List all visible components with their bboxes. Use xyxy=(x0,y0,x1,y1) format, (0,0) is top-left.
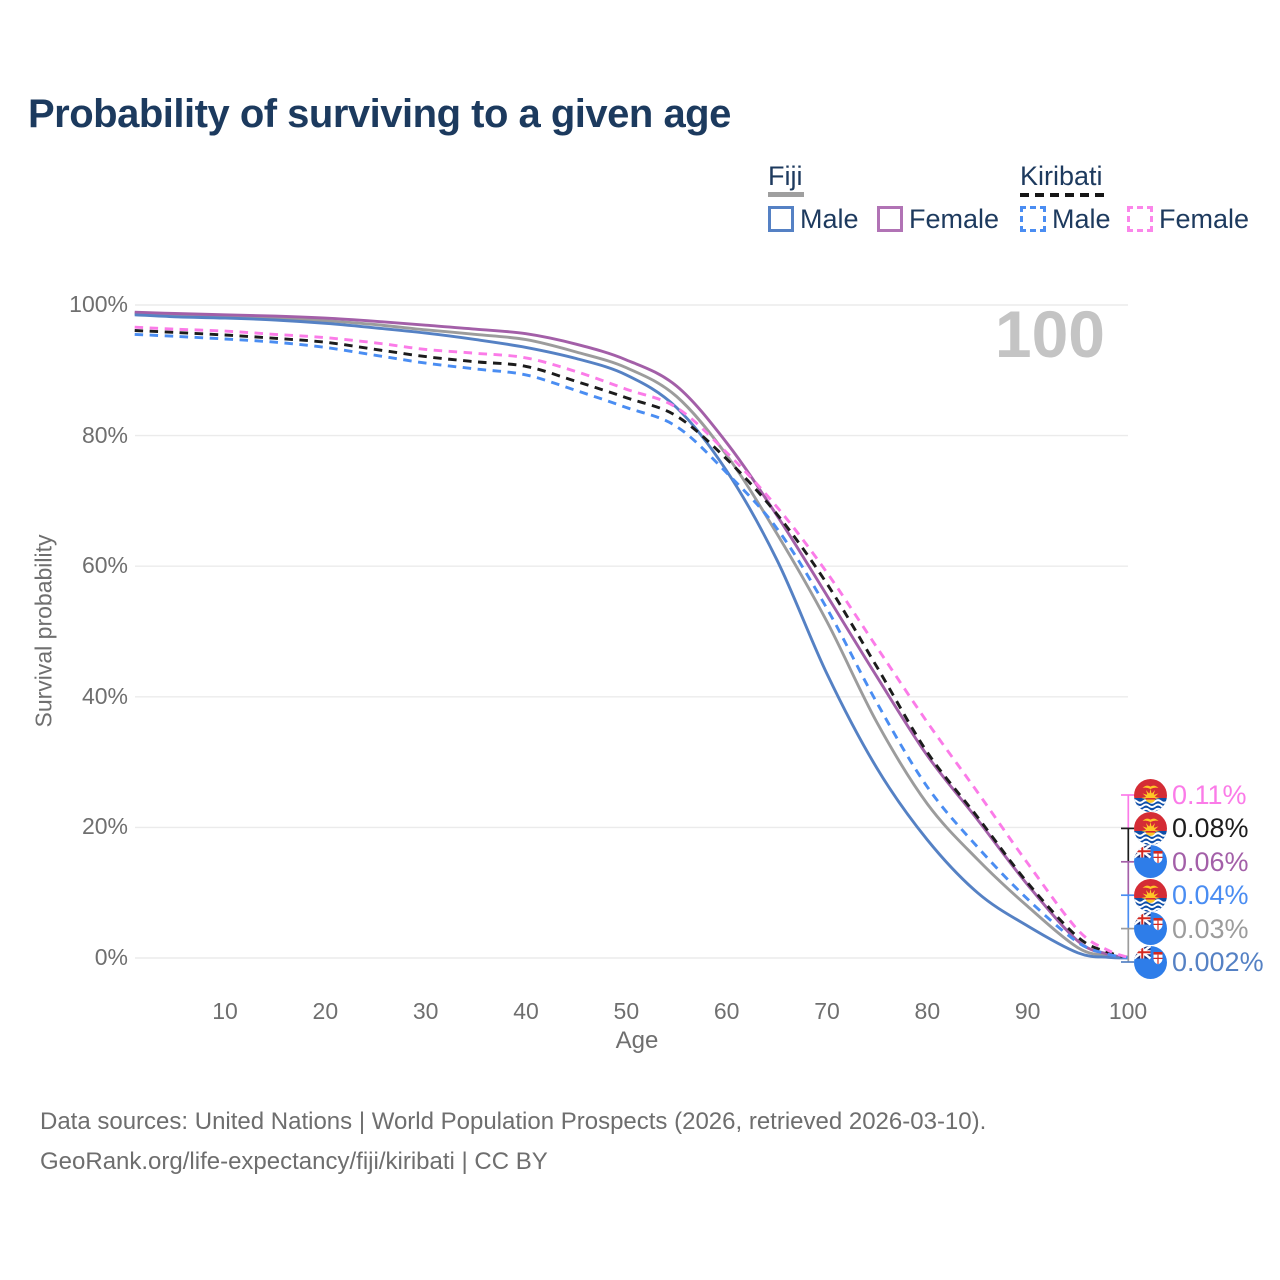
end-label-fiji-0-03-: 0.03% xyxy=(1134,912,1249,946)
fiji-flag-icon xyxy=(1134,945,1167,979)
legend-label-fiji-female: Female xyxy=(909,204,1000,234)
x-tick-80: 80 xyxy=(914,998,941,1024)
end-label-kiribati-0-11-: 0.11% xyxy=(1134,778,1247,812)
series-line-fiji-both-sexes[interactable] xyxy=(134,312,1129,960)
legend-country-fiji: Fiji xyxy=(768,161,803,191)
legend-label-kiribati-female: Female xyxy=(1159,204,1250,234)
end-label-value: 0.04% xyxy=(1172,880,1249,911)
x-axis-title: Age xyxy=(615,1027,659,1054)
legend-checkbox-kiribati-male[interactable] xyxy=(1020,206,1046,232)
hover-age-indicator: 100 xyxy=(994,297,1105,371)
legend-checkbox-fiji-female[interactable] xyxy=(877,206,903,232)
y-tick-20: 20% xyxy=(81,813,128,840)
legend-label-kiribati-male: Male xyxy=(1052,204,1111,234)
series-line-kiribati-both-sexes[interactable] xyxy=(134,329,1129,959)
x-tick-50: 50 xyxy=(613,998,640,1024)
fiji-flag-icon xyxy=(1134,912,1167,946)
x-tick-20: 20 xyxy=(312,998,339,1024)
legend-label-fiji-male: Male xyxy=(800,204,859,234)
legend-country-kiribati: Kiribati xyxy=(1020,161,1103,191)
attribution-text: GeoRank.org/life-expectancy/fiji/kiribat… xyxy=(40,1148,548,1175)
end-label-fiji-0-002-: 0.002% xyxy=(1134,945,1264,979)
kiribati-flag-icon xyxy=(1134,811,1167,845)
y-tick-40: 40% xyxy=(81,682,128,709)
end-label-value: 0.11% xyxy=(1172,780,1247,810)
series-line-kiribati-female[interactable] xyxy=(134,325,1129,959)
fiji-flag-icon xyxy=(1134,845,1167,879)
end-label-value: 0.08% xyxy=(1172,813,1249,844)
x-tick-70: 70 xyxy=(814,998,840,1024)
y-tick-80: 80% xyxy=(81,421,128,448)
end-label-value: 0.002% xyxy=(1172,947,1264,977)
fiji-line-swatch xyxy=(768,192,804,197)
end-label-fiji-0-06-: 0.06% xyxy=(1134,845,1249,879)
kiribati-line-swatch xyxy=(1020,193,1105,197)
y-tick-0: 0% xyxy=(94,944,128,970)
x-tick-60: 60 xyxy=(713,998,740,1024)
kiribati-flag-icon xyxy=(1134,778,1167,812)
end-label-value: 0.06% xyxy=(1172,846,1249,877)
kiribati-flag-icon xyxy=(1134,878,1167,912)
y-tick-100: 100% xyxy=(69,291,128,317)
series-line-fiji-male[interactable] xyxy=(134,313,1129,960)
x-tick-10: 10 xyxy=(212,998,238,1024)
end-label-kiribati-0-04-: 0.04% xyxy=(1134,878,1249,912)
legend-checkbox-fiji-male[interactable] xyxy=(768,206,794,232)
x-tick-30: 30 xyxy=(412,998,439,1024)
x-tick-40: 40 xyxy=(513,998,539,1024)
legend-checkbox-kiribati-female[interactable] xyxy=(1127,206,1153,232)
y-tick-60: 60% xyxy=(81,552,128,579)
page-title: Probability of surviving to a given age xyxy=(28,92,731,136)
end-label-kiribati-0-08-: 0.08% xyxy=(1134,811,1249,845)
data-sources-text: Data sources: United Nations | World Pop… xyxy=(40,1108,987,1135)
series-line-kiribati-male[interactable] xyxy=(134,332,1129,960)
x-tick-90: 90 xyxy=(1014,998,1041,1024)
x-tick-100: 100 xyxy=(1108,998,1148,1024)
end-label-value: 0.03% xyxy=(1172,913,1249,944)
